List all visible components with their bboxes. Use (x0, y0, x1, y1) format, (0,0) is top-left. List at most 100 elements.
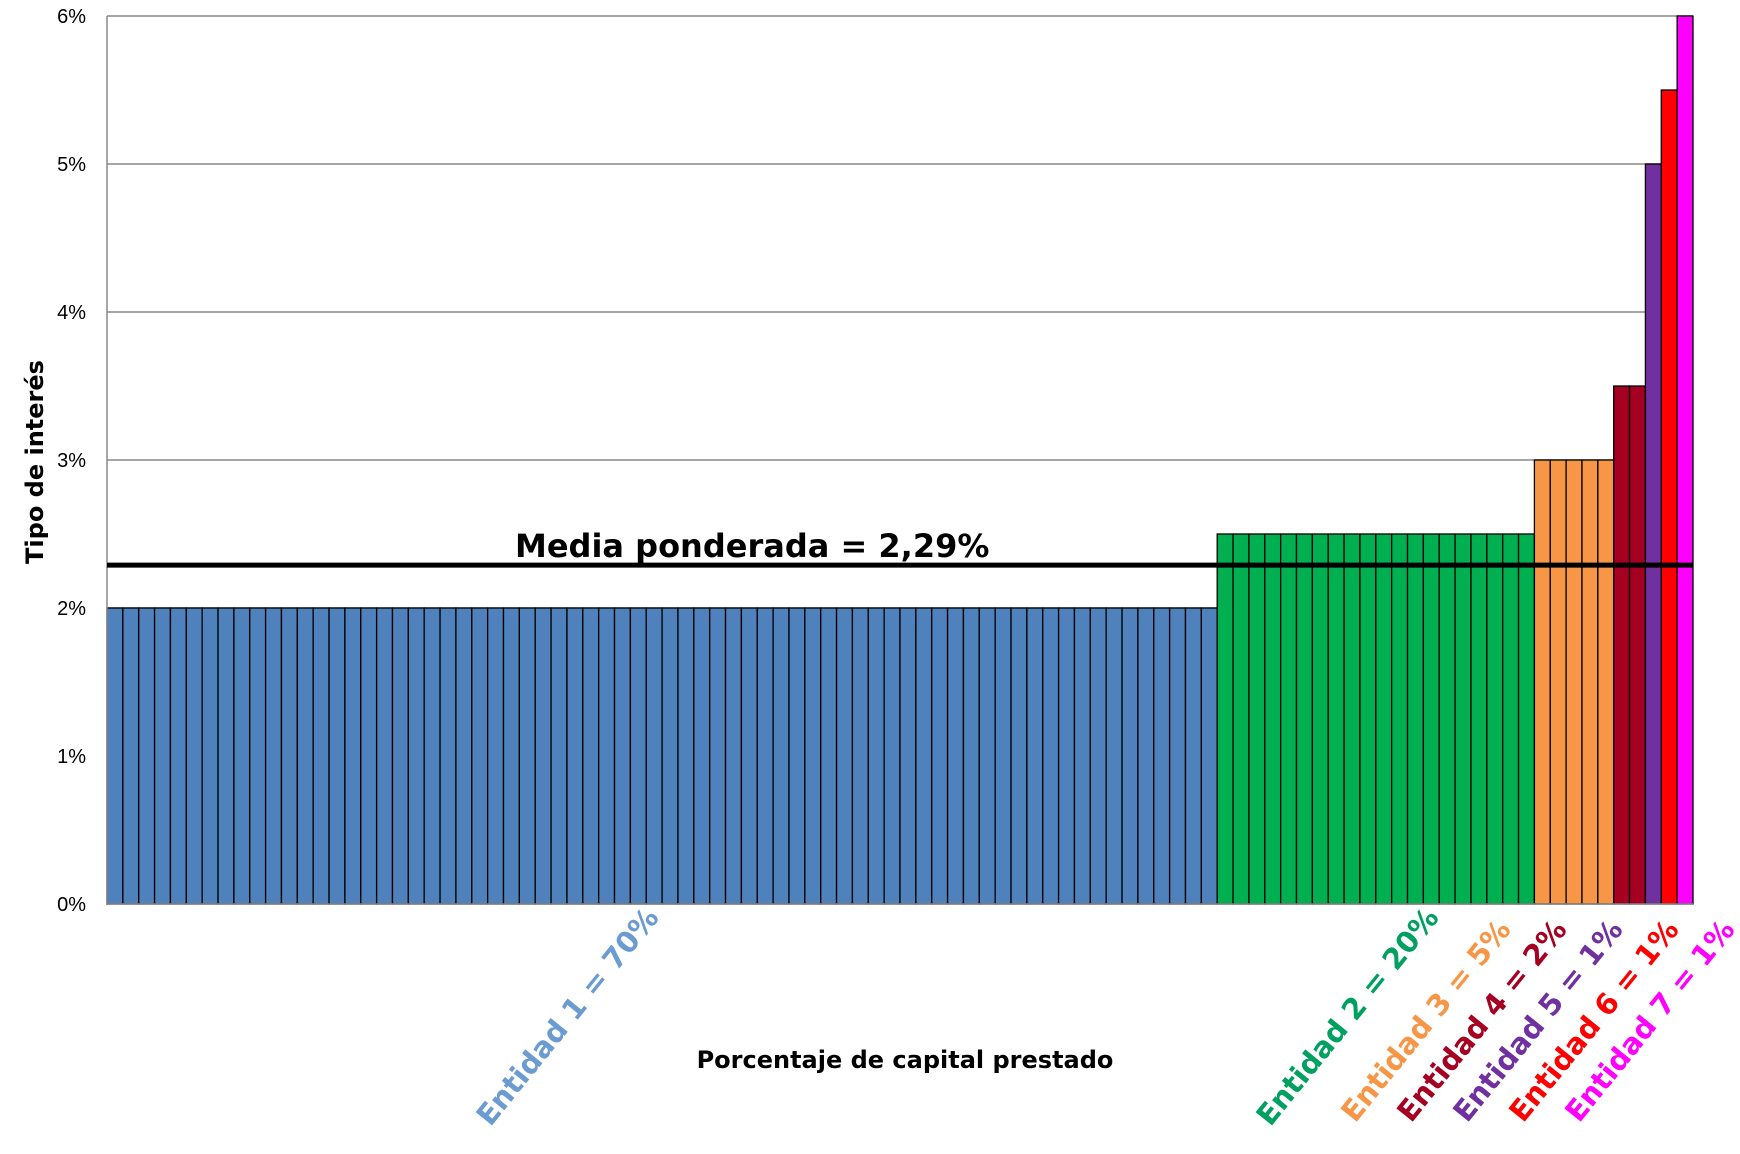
y-tick-label: 4% (57, 302, 86, 324)
bar-entidad-1 (788, 607, 806, 905)
bar-entidad-2 (1422, 533, 1440, 905)
bar-entidad-1 (201, 607, 219, 905)
bar-entidad-1 (851, 607, 869, 905)
bar-entidad-1 (534, 607, 552, 905)
bar-entidad-1 (1168, 607, 1187, 905)
bar-entidad-1 (566, 607, 584, 905)
y-tick-label: 0% (57, 894, 86, 916)
bar-entidad-1 (153, 607, 172, 905)
bar-entidad-1 (962, 607, 980, 905)
bar-entidad-1 (122, 607, 140, 905)
bar-entidad-1 (280, 607, 298, 905)
bar-entidad-2 (1343, 533, 1361, 905)
bar-entidad-3 (1533, 459, 1551, 905)
bar-entidad-1 (1200, 607, 1218, 905)
bar-entidad-1 (994, 607, 1012, 905)
bar-entidad-3 (1597, 459, 1615, 905)
bar-entidad-1 (724, 607, 743, 905)
bar-entidad-1 (835, 607, 854, 905)
bar-entidad-2 (1375, 533, 1393, 905)
bar-entidad-1 (1089, 607, 1107, 905)
bar-entidad-1 (296, 607, 314, 905)
y-axis-title: Tipo de interés (21, 360, 49, 564)
bar-entidad-1 (709, 607, 727, 905)
y-tick-labels: 0% 1% 2% 3% 4% 5% 6% (57, 6, 86, 916)
bar-entidad-2 (1470, 533, 1488, 905)
x-axis-title: Porcentaje de capital prestado (697, 1046, 1114, 1074)
weighted-mean-label: Media ponderada = 2,29% (515, 527, 989, 565)
bar-entidad-1 (645, 607, 663, 905)
bar-entidad-2 (1486, 533, 1504, 905)
bar-entidad-2 (1279, 533, 1298, 905)
bar-entidad-2 (1295, 533, 1314, 905)
bar-entidad-1 (1010, 607, 1028, 905)
bar-entidad-1 (820, 607, 838, 905)
bar-entidad-1 (264, 607, 283, 905)
bar-entidad-1 (582, 607, 600, 905)
bar-entidad-2 (1502, 533, 1520, 905)
bar-entidad-1 (946, 607, 965, 905)
bar-entidad-2 (1406, 533, 1425, 905)
bar-entidad-2 (1311, 533, 1329, 905)
bar-entidad-1 (899, 607, 917, 905)
bar-entidad-1 (360, 607, 378, 905)
bar-entidad-1 (169, 607, 187, 905)
bar-entidad-1 (106, 607, 124, 905)
bar-entidad-1 (915, 607, 933, 905)
y-tick-label: 6% (57, 6, 86, 28)
bar-entidad-1 (1057, 607, 1076, 905)
bar-entidad-4 (1613, 385, 1631, 905)
bar-entidad-1 (1153, 607, 1171, 905)
bar-entidad-2 (1391, 533, 1409, 905)
bar-entidad-1 (804, 607, 822, 905)
y-tick-label: 3% (57, 450, 86, 472)
entity-labels: Entidad 1 = 70% Entidad 2 = 20%Entidad 3 … (469, 901, 1740, 1132)
bar-entidad-1 (613, 607, 632, 905)
bar-entidad-1 (486, 607, 505, 905)
bar-entidad-4 (1628, 385, 1647, 905)
y-tick-label: 2% (57, 598, 86, 620)
bar-entidad-1 (455, 607, 473, 905)
bar-entidad-1 (312, 607, 330, 905)
bar-entidad-2 (1438, 533, 1456, 905)
bar-entidad-1 (867, 607, 885, 905)
bar-entidad-1 (661, 607, 679, 905)
bar-entidad-1 (344, 607, 362, 905)
bar-entidad-6 (1660, 89, 1678, 905)
axes (106, 16, 1693, 905)
bar-entidad-1 (138, 607, 156, 905)
bar-entidad-1 (598, 607, 616, 905)
bar-entidad-1 (1184, 607, 1202, 905)
bar-entidad-1 (677, 607, 695, 905)
bar-entidad-1 (1105, 607, 1123, 905)
bar-entidad-1 (249, 607, 267, 905)
bar-entidad-1 (1026, 607, 1044, 905)
bar-entidad-1 (629, 607, 647, 905)
y-tick-label: 5% (57, 154, 86, 176)
bar-entidad-2 (1359, 533, 1377, 905)
bar-entidad-2 (1264, 533, 1282, 905)
bar-entidad-2 (1327, 533, 1345, 905)
bar-entidad-5 (1644, 163, 1662, 905)
bar-entidad-1 (1137, 607, 1155, 905)
bar-entidad-1 (423, 607, 441, 905)
bar-entidad-1 (883, 607, 901, 905)
bar-entidad-1 (978, 607, 996, 905)
bar-entidad-1 (518, 607, 536, 905)
bar-entidad-1 (1073, 607, 1091, 905)
bar-entidad-1 (375, 607, 394, 905)
bar-entidad-2 (1454, 533, 1472, 905)
bar-entidad-7 (1676, 15, 1694, 905)
y-tick-label: 1% (57, 746, 86, 768)
bar-entidad-3 (1549, 459, 1567, 905)
entity-label-1: Entidad 1 = 70% (469, 901, 665, 1132)
bar-entidad-1 (439, 607, 457, 905)
bar-entidad-1 (328, 607, 346, 905)
bar-entidad-2 (1248, 533, 1266, 905)
bar-entidad-3 (1581, 459, 1599, 905)
bar-entidad-1 (233, 607, 251, 905)
bar-entidad-1 (693, 607, 711, 905)
bar-entidad-1 (772, 607, 790, 905)
bar-entidad-1 (1121, 607, 1139, 905)
